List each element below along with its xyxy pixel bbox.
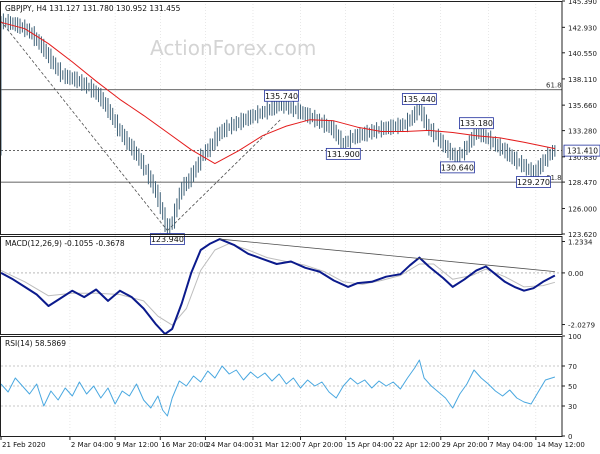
last-price-tag-box <box>563 144 600 157</box>
macd-axis-tick-label: -2.0279 <box>568 322 595 330</box>
last-price-tag: 131.410 <box>567 147 598 156</box>
chart-header: GBPJPY, H4 131.127 131.780 130.952 131.4… <box>5 4 181 13</box>
x-axis-tick-label: 14 May 12:00 <box>537 441 585 449</box>
x-axis-tick-label: 7 May 04:00 <box>489 441 533 449</box>
price-annotation-label: 135.740 <box>265 92 298 101</box>
price-axis-tick-label: 133.280 <box>568 128 597 136</box>
macd-signal-line <box>0 243 556 326</box>
x-axis-tick-label: 15 Apr 04:00 <box>347 441 393 449</box>
rsi-panel-frame <box>0 336 563 437</box>
price-axis-tick-label: 128.470 <box>568 179 597 187</box>
macd-axis-tick-label: 0.00 <box>568 270 584 278</box>
x-axis-tick-label: 31 Mar 12:00 <box>254 441 301 449</box>
x-axis-tick-label: 2 Mar 04:00 <box>71 441 113 449</box>
fib-level-label: 61.8 <box>546 174 562 182</box>
price-annotation-box <box>149 233 185 245</box>
price-annotation-label: 130.640 <box>441 163 474 172</box>
macd-line <box>0 238 556 335</box>
price-axis-tick-label: 123.620 <box>568 231 597 239</box>
price-axis-tick-label: 130.830 <box>568 154 597 162</box>
fib-level-label: 61.8 <box>546 82 562 90</box>
price-annotation-box <box>401 93 437 105</box>
price-axis-tick-label: 140.550 <box>568 50 597 58</box>
x-axis-tick-label: 7 Apr 20:00 <box>302 441 343 449</box>
price-axis-tick-label: 142.930 <box>568 24 597 32</box>
price-annotation-label: 129.270 <box>517 178 550 187</box>
price-annotation-box <box>516 176 551 188</box>
price-annotation-box <box>325 147 361 160</box>
price-annotation-label: 131.900 <box>327 150 360 159</box>
price-annotation-box <box>264 89 299 102</box>
x-axis-tick-label: 22 Apr 12:00 <box>394 441 440 449</box>
macd-panel-frame <box>0 236 563 335</box>
rsi-title: RSI(14) 58.5869 <box>5 339 66 348</box>
rsi-axis-tick-label: 0 <box>568 433 572 441</box>
price-annotation-label: 123.940 <box>151 235 184 244</box>
price-axis-tick-label: 126.000 <box>568 206 597 214</box>
fib-projection-trendline <box>0 20 168 231</box>
rsi-axis-tick-label: 30 <box>568 403 577 411</box>
rsi-axis-tick-label: 100 <box>568 333 581 341</box>
rsi-line <box>0 359 556 417</box>
x-axis-tick-label: 24 Mar 04:00 <box>206 441 253 449</box>
macd-axis-tick-label: 1.2334 <box>568 239 593 247</box>
price-annotation-label: 135.440 <box>403 95 436 104</box>
price-axis-tick-label: 145.390 <box>568 0 597 6</box>
moving-average-line <box>0 21 556 165</box>
price-axis-tick-label: 138.110 <box>568 76 597 84</box>
x-axis-tick-label: 29 Apr 20:00 <box>442 441 488 449</box>
price-axis-tick-label: 135.660 <box>568 102 597 110</box>
price-panel-frame <box>0 1 563 235</box>
rsi-axis-tick-label: 50 <box>568 383 577 391</box>
macd-title: MACD(12,26,9) -0.1055 -0.3678 <box>5 239 125 248</box>
price-annotation-label: 133.180 <box>460 119 493 128</box>
price-annotation-box <box>459 117 494 130</box>
price-annotation-box <box>440 161 475 174</box>
x-axis-tick-label: 21 Feb 2020 <box>2 441 46 449</box>
x-axis-tick-label: 16 Mar 20:00 <box>161 441 208 449</box>
fib-projection-trendline <box>167 118 282 231</box>
rsi-axis-tick-label: 70 <box>568 363 577 371</box>
x-axis-tick-label: 9 Mar 12:00 <box>116 441 158 449</box>
watermark: ActionForex.com <box>150 36 316 60</box>
macd-divergence-trendline <box>219 238 555 273</box>
